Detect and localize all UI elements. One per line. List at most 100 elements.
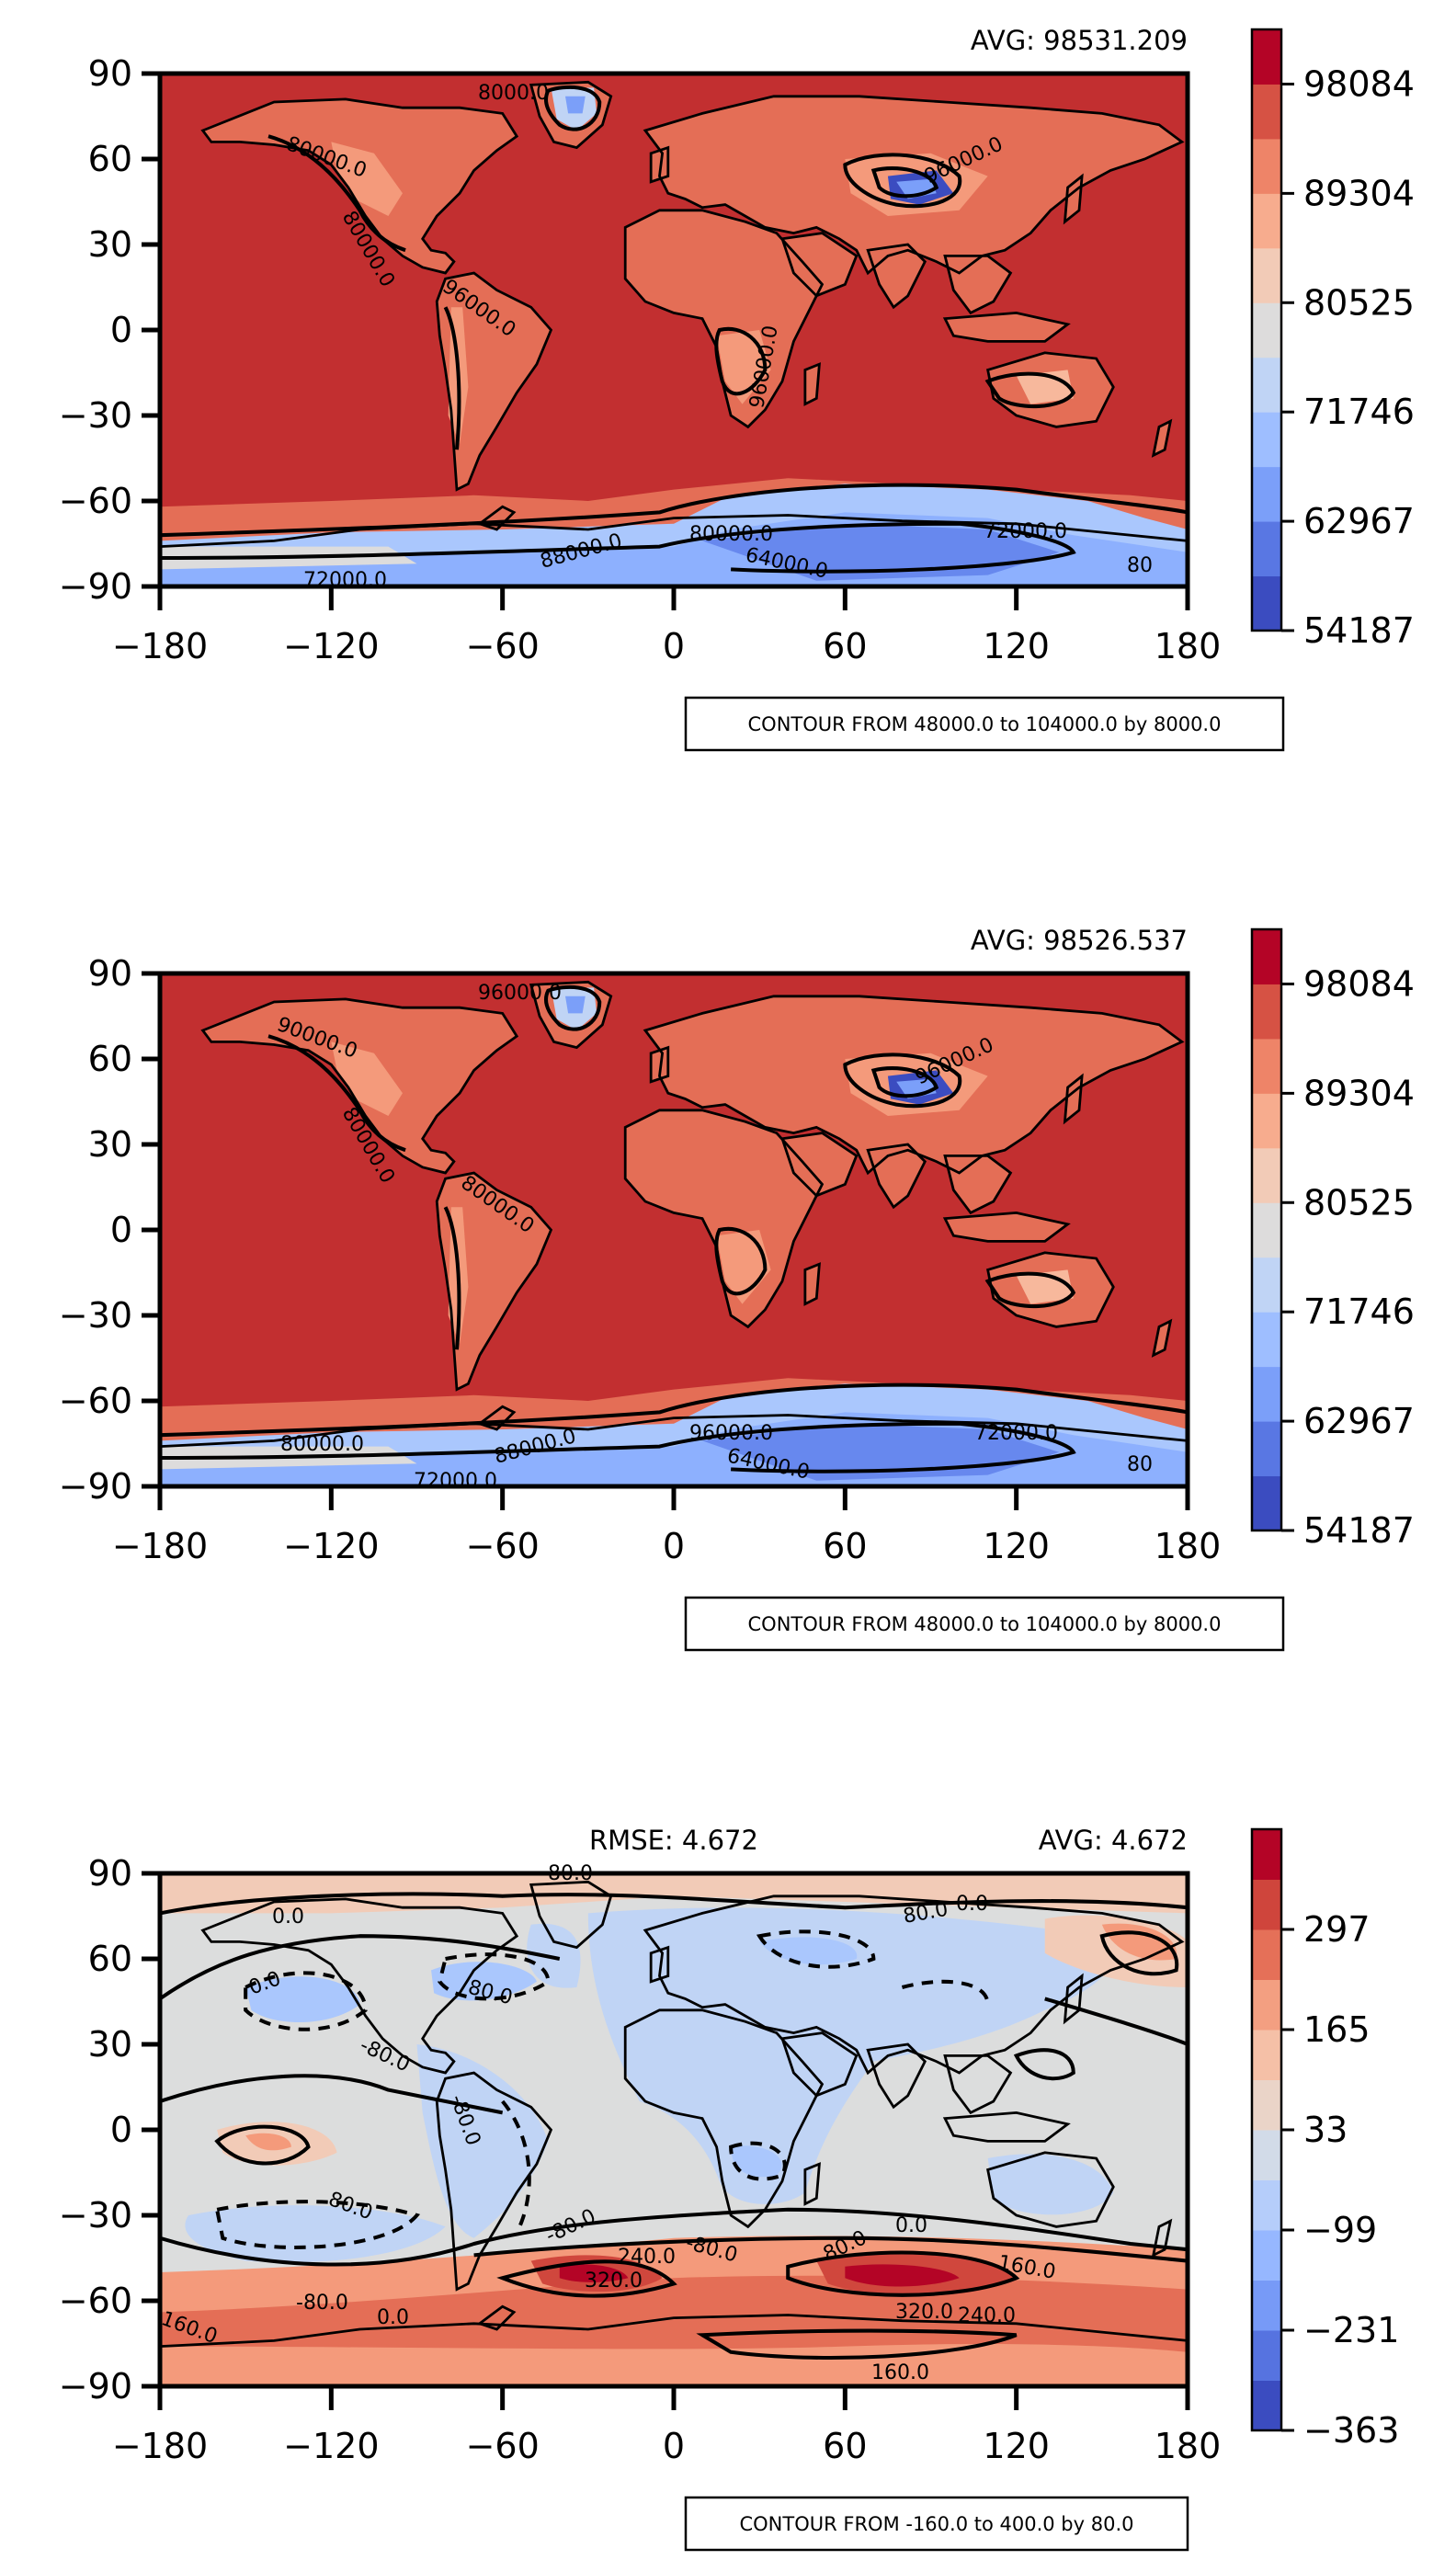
x-tick-label: −180 — [112, 2426, 208, 2466]
y-tick-label: 60 — [88, 1039, 132, 1079]
colorbar-tick-label: 98084 — [1303, 63, 1415, 104]
contour-label: 72000.0 — [984, 520, 1067, 543]
x-tick-label: 120 — [983, 626, 1050, 666]
y-axis: 90 60 30 0 −30 −60 −90 — [59, 1853, 160, 2406]
contour-label: 80000.0 — [689, 523, 773, 546]
y-tick-label: 90 — [88, 1853, 132, 1894]
colorbar-band — [1252, 466, 1281, 522]
x-tick-label: 0 — [663, 1526, 685, 1566]
colorbar-tick-label: 89304 — [1303, 1073, 1415, 1113]
y-tick-label: 0 — [110, 1210, 132, 1250]
contour-label: 80 — [1127, 554, 1153, 577]
colorbar-band — [1252, 84, 1281, 140]
contour-label: 80 — [1127, 1453, 1153, 1476]
x-tick-label: 120 — [983, 2426, 1050, 2466]
x-tick-label: 120 — [983, 1526, 1050, 1566]
y-tick-label: 90 — [88, 53, 132, 94]
y-tick-label: 30 — [88, 224, 132, 265]
y-tick-label: −90 — [59, 1466, 132, 1507]
colorbar-band — [1252, 984, 1281, 1040]
contour-label: 80000.0 — [280, 1433, 364, 1456]
y-tick-label: 0 — [110, 2110, 132, 2150]
colorbar-tick-label: −231 — [1303, 2310, 1399, 2350]
map-panel-2: 96000.0 90000.0 80000.0 96000.0 88000.0 … — [59, 925, 1415, 1652]
y-tick-label: −60 — [59, 481, 132, 521]
contour-note-box: CONTOUR FROM 48000.0 to 104000.0 by 8000… — [684, 696, 1285, 752]
contour-lines — [160, 85, 1188, 574]
colorbar-band — [1252, 2280, 1281, 2331]
colorbar-tick-label: 54187 — [1303, 1510, 1415, 1551]
colorbar-band — [1252, 1879, 1281, 1930]
colorbar-frame — [1250, 927, 1283, 1532]
y-tick-label: −30 — [59, 1295, 132, 1336]
colorbar-band — [1252, 1366, 1281, 1422]
colorbar-band — [1252, 1038, 1281, 1094]
contour-label: 0.0 — [956, 1893, 988, 1916]
colorbar-band — [1252, 2179, 1281, 2231]
colorbar: 98084 89304 80525 71746 62967 54187 — [1250, 927, 1415, 1551]
y-tick-label: 0 — [110, 310, 132, 350]
x-tick-label: 60 — [823, 2426, 867, 2466]
colorbar-band — [1252, 2380, 1281, 2431]
colorbar-tick-label: −363 — [1303, 2410, 1399, 2451]
y-tick-label: −90 — [59, 566, 132, 607]
colorbar-tick-label: 54187 — [1303, 610, 1415, 651]
rmse-label: RMSE: 4.672 — [589, 1825, 758, 1856]
y-axis: 90 60 30 0 −30 −60 −90 — [59, 53, 160, 607]
colorbar-band — [1252, 1147, 1281, 1203]
colorbar-tick-label: 98084 — [1303, 963, 1415, 1004]
x-tick-label: 60 — [823, 1526, 867, 1566]
contour-label: 96000.0 — [689, 1422, 773, 1445]
x-axis: −180 −120 −60 0 60 120 180 — [112, 586, 1221, 666]
colorbar-band — [1252, 412, 1281, 468]
colorbar-tick-label: 71746 — [1303, 392, 1415, 432]
colorbar-band — [1252, 929, 1281, 984]
y-tick-label: 60 — [88, 139, 132, 179]
x-tick-label: 0 — [663, 2426, 685, 2466]
colorbar-tick-label: 71746 — [1303, 1291, 1415, 1332]
colorbar-tick-label: 62967 — [1303, 501, 1415, 541]
colorbar: 297 165 33 −99 −231 −363 — [1250, 1827, 1399, 2451]
difference-patches — [160, 1873, 1188, 2386]
avg-label: AVG: 4.672 — [1039, 1825, 1188, 1856]
contour-label: 72000.0 — [414, 1470, 497, 1493]
x-axis: −180 −120 −60 0 60 120 180 — [112, 2386, 1221, 2466]
y-tick-label: 30 — [88, 2024, 132, 2065]
contour-label: 320.0 — [895, 2301, 953, 2324]
colorbar-band — [1252, 357, 1281, 413]
contour-note: CONTOUR FROM -160.0 to 400.0 by 80.0 — [739, 2513, 1133, 2535]
contour-label: 0.0 — [895, 2214, 927, 2237]
x-tick-label: −60 — [466, 1526, 540, 1566]
x-tick-label: −60 — [466, 626, 540, 666]
contour-note: CONTOUR FROM 48000.0 to 104000.0 by 8000… — [748, 713, 1222, 735]
contour-label: 8000.0 — [478, 82, 549, 105]
y-axis: 90 60 30 0 −30 −60 −90 — [59, 953, 160, 1507]
colorbar-band — [1252, 2130, 1281, 2180]
contour-label: 160.0 — [871, 2361, 929, 2384]
contour-lines — [160, 1892, 1188, 2361]
colorbar-band — [1252, 247, 1281, 303]
contour-note-box: CONTOUR FROM -160.0 to 400.0 by 80.0 — [684, 2496, 1189, 2552]
contour-label: 240.0 — [618, 2246, 676, 2269]
map-panel-3: 80.0 80.0 0.0 80.0 0.0 -80.0 -80.0 80.0 … — [59, 1825, 1399, 2552]
map-panel-1: 8000.0 80000.0 96000.0 80000.0 96000.0 9… — [59, 25, 1415, 752]
y-tick-label: −30 — [59, 395, 132, 436]
colorbar-tick-label: 80525 — [1303, 1182, 1415, 1223]
colorbar-band — [1252, 1093, 1281, 1149]
colorbar-band — [1252, 2079, 1281, 2131]
x-axis: −180 −120 −60 0 60 120 180 — [112, 1486, 1221, 1566]
y-tick-label: 90 — [88, 953, 132, 994]
y-tick-label: −60 — [59, 1381, 132, 1421]
colorbar-tick-label: 33 — [1303, 2110, 1348, 2150]
colorbar-tick-label: −99 — [1303, 2210, 1377, 2250]
colorbar-tick-label: 297 — [1303, 1909, 1371, 1950]
x-tick-label: 180 — [1155, 1526, 1222, 1566]
y-tick-label: −60 — [59, 2281, 132, 2321]
x-tick-label: −120 — [283, 626, 379, 666]
colorbar-tick-label: 80525 — [1303, 282, 1415, 323]
colorbar-band — [1252, 1202, 1281, 1258]
contour-label: 0.0 — [272, 1906, 304, 1929]
x-tick-label: −60 — [466, 2426, 540, 2466]
contour-note: CONTOUR FROM 48000.0 to 104000.0 by 8000… — [748, 1613, 1222, 1635]
